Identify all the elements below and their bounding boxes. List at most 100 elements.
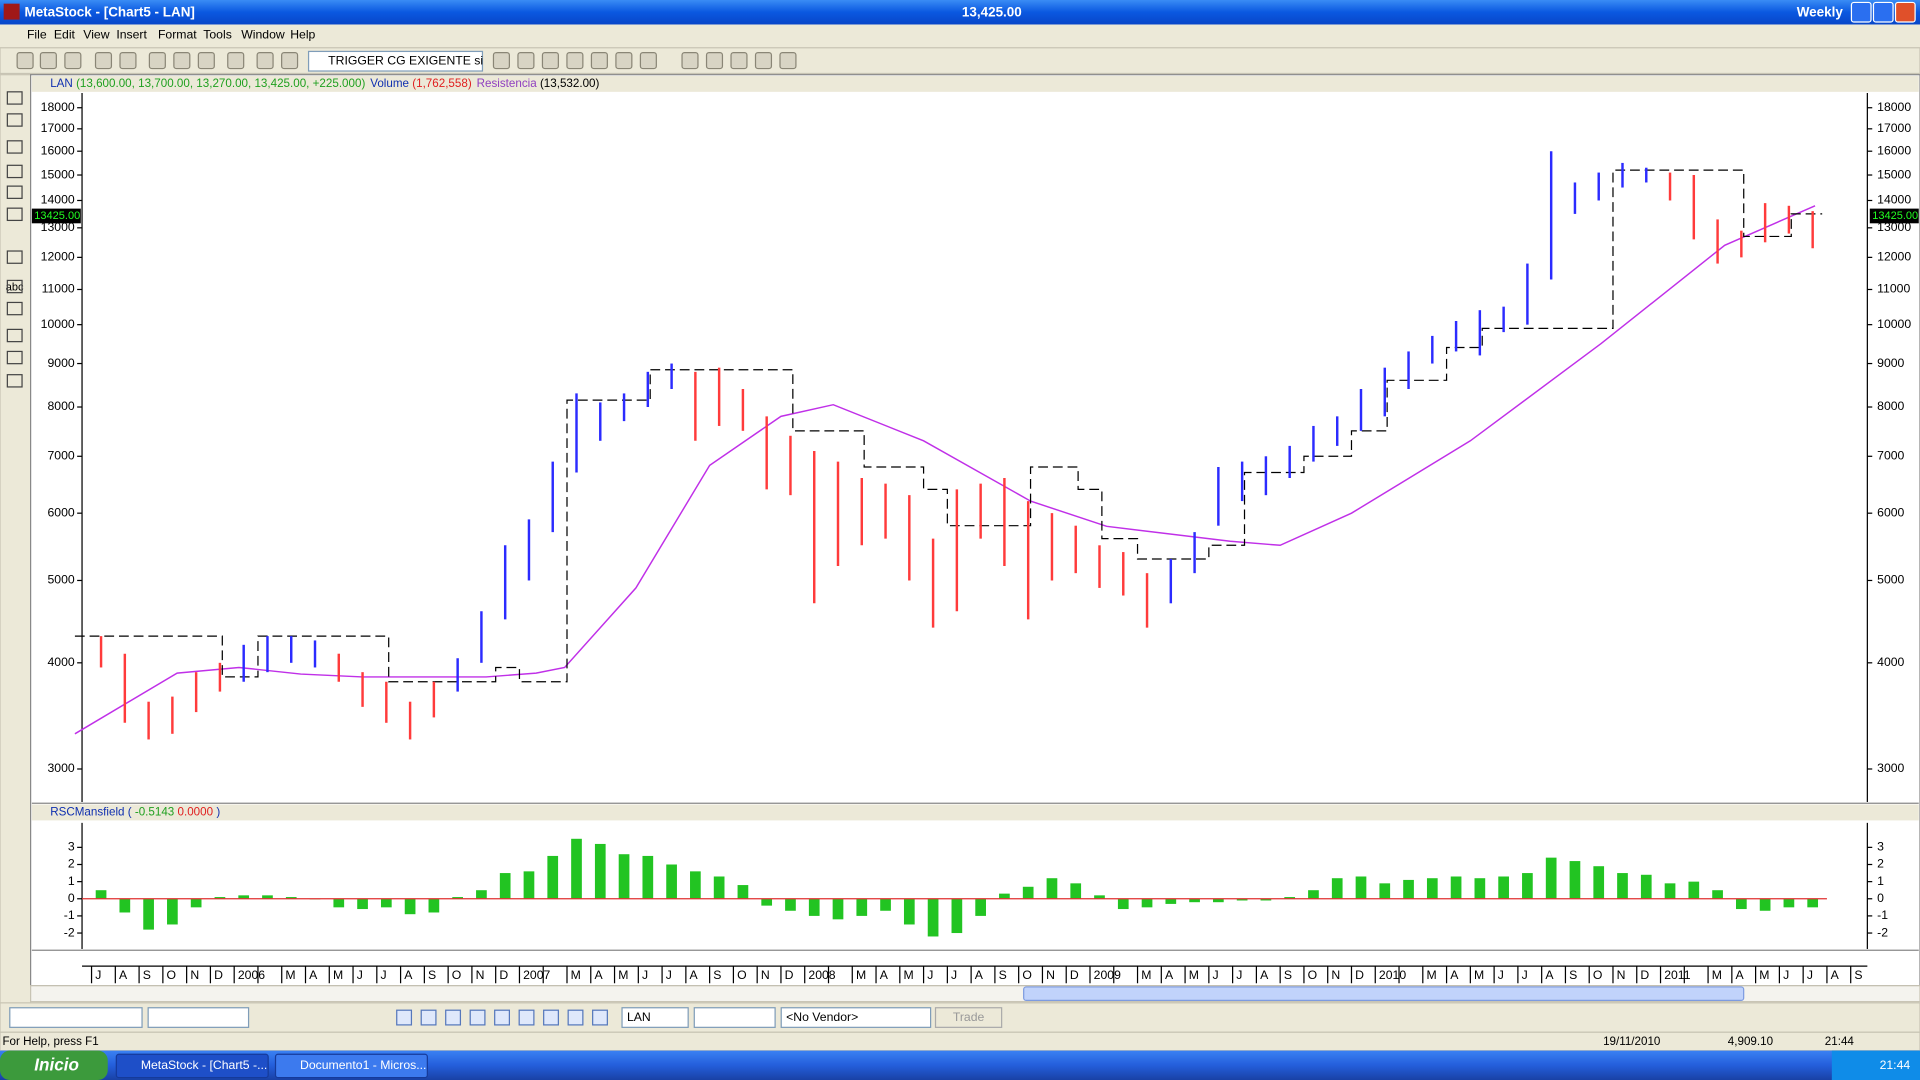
tool-button[interactable]	[197, 52, 215, 70]
format-button[interactable]	[518, 1009, 535, 1026]
tool-button[interactable]	[256, 52, 274, 70]
osc-value-a: -0.5143	[135, 806, 174, 819]
tool-button[interactable]	[492, 52, 510, 70]
drawing-tool[interactable]	[6, 250, 23, 264]
osc-bar	[404, 898, 416, 915]
x-tick-label: O	[167, 968, 177, 982]
x-tick-label: 2010	[1379, 968, 1406, 982]
tool-button[interactable]	[730, 52, 748, 70]
period-select[interactable]	[693, 1007, 776, 1028]
format-button[interactable]	[592, 1009, 608, 1026]
format-button[interactable]	[445, 1009, 462, 1026]
x-tick-label: S	[1569, 968, 1577, 982]
menu-item[interactable]: Edit	[54, 28, 76, 42]
drawing-tool[interactable]	[6, 301, 23, 316]
tool-button[interactable]	[639, 52, 657, 70]
y-tick-label: 15000	[41, 167, 75, 181]
osc-bar	[238, 895, 250, 899]
task-button[interactable]	[115, 1053, 269, 1079]
menu-item[interactable]: Tools	[203, 28, 232, 42]
symbol-box[interactable]	[621, 1007, 689, 1028]
x-tick-label: M	[1712, 968, 1722, 982]
close-button[interactable]	[1894, 1, 1916, 23]
drawing-tool[interactable]	[6, 328, 23, 343]
format-button[interactable]	[567, 1009, 584, 1026]
menu-item[interactable]: Help	[290, 28, 315, 42]
window-period: Weekly	[1797, 4, 1844, 19]
osc-bar	[927, 898, 939, 937]
drawing-tool[interactable]	[6, 350, 23, 365]
tool-button[interactable]	[173, 52, 191, 70]
tool-button[interactable]	[615, 52, 633, 70]
osc-bar	[785, 898, 796, 911]
menu-item[interactable]: View	[83, 28, 109, 42]
tool-button[interactable]	[119, 52, 137, 70]
menu-item[interactable]: Insert	[116, 28, 147, 42]
osc-bar	[1569, 861, 1581, 899]
text-tool[interactable]: abc	[6, 282, 24, 294]
tool-button[interactable]	[566, 52, 584, 70]
x-tick-label: M	[571, 968, 581, 982]
tool-button[interactable]	[94, 52, 113, 70]
drawing-tool[interactable]	[6, 91, 23, 105]
tool-button[interactable]	[754, 52, 773, 70]
y-tick-label: -2	[1877, 925, 1888, 939]
tool-button[interactable]	[590, 52, 608, 70]
tool-button[interactable]	[227, 52, 245, 70]
x-tick-label: D	[499, 968, 508, 982]
drawing-tool[interactable]	[6, 185, 23, 199]
vendor-select[interactable]	[780, 1007, 932, 1028]
tool-button[interactable]	[64, 52, 82, 70]
format-button[interactable]	[494, 1009, 510, 1026]
menu-item[interactable]: Window	[241, 28, 285, 42]
y-tick-label: 16000	[1877, 143, 1911, 157]
line-style-select[interactable]	[9, 1007, 143, 1028]
restore-button[interactable]	[1872, 1, 1894, 23]
osc-bar	[143, 898, 154, 930]
tool-button[interactable]	[681, 52, 699, 70]
osc-bar	[285, 897, 297, 899]
osc-bar	[1308, 890, 1319, 899]
y-tick-label: 10000	[1877, 317, 1911, 331]
scroll-thumb[interactable]	[1023, 986, 1745, 1002]
drawing-tool[interactable]	[6, 207, 23, 222]
format-button[interactable]	[396, 1009, 413, 1026]
x-tick-label: M	[1759, 968, 1769, 982]
y-tick-label: 11000	[42, 282, 75, 296]
task-button[interactable]	[274, 1053, 428, 1079]
drawing-tool[interactable]	[6, 164, 23, 179]
drawing-tool[interactable]	[6, 279, 23, 294]
trade-button[interactable]	[934, 1007, 1003, 1028]
start-button[interactable]	[0, 1050, 108, 1080]
drawing-tool[interactable]	[6, 374, 23, 388]
format-button[interactable]	[420, 1009, 437, 1026]
x-tick-label: D	[214, 968, 223, 982]
tool-button[interactable]	[148, 52, 166, 70]
tool-button[interactable]	[705, 52, 724, 70]
line-weight-select[interactable]	[147, 1007, 250, 1028]
y-tick-label: 7000	[1877, 449, 1904, 463]
osc-bar	[666, 864, 677, 899]
menu-item[interactable]: Format	[158, 28, 197, 42]
minimize-button[interactable]	[1850, 1, 1872, 23]
x-tick-label: J	[927, 968, 933, 982]
y-tick-label: 3000	[47, 761, 74, 775]
tool-button[interactable]	[39, 52, 57, 70]
x-tick-label: J	[642, 968, 648, 982]
drawing-tool[interactable]	[6, 140, 23, 154]
drawing-tool[interactable]	[6, 113, 23, 127]
y-tick-label: 1	[1877, 874, 1884, 888]
last-value-label: 13425.00	[1872, 210, 1918, 222]
tool-button[interactable]	[541, 52, 559, 70]
menu-item[interactable]: File	[27, 28, 47, 42]
y-tick-label: -2	[64, 925, 75, 939]
format-button[interactable]	[469, 1009, 486, 1026]
tool-button[interactable]	[517, 52, 535, 70]
format-button[interactable]	[543, 1009, 559, 1026]
tool-button[interactable]	[16, 52, 34, 70]
expert-select[interactable]	[307, 50, 484, 72]
x-tick-label: O	[1308, 968, 1318, 982]
tool-button[interactable]	[779, 52, 797, 70]
plots: 3000 3000 4000 4000 5000 5000 6000 6000 7000 7000…	[31, 93, 1919, 985]
tool-button[interactable]	[281, 52, 299, 70]
